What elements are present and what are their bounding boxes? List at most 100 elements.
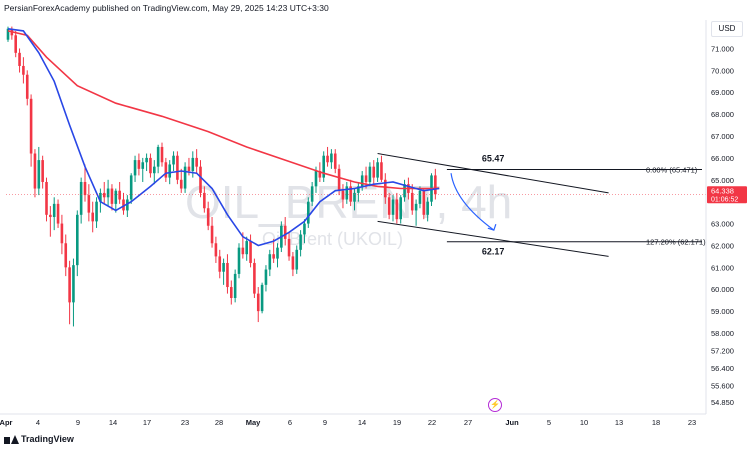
candle-body	[33, 153, 37, 189]
candle-body	[114, 190, 118, 204]
candle-body	[164, 162, 168, 178]
candle-body	[241, 247, 245, 255]
candle-body	[168, 164, 171, 178]
candle-body	[380, 162, 383, 180]
candle-body	[176, 155, 179, 180]
candles-layer	[6, 26, 437, 327]
countdown-label: 01:06:52	[711, 196, 738, 203]
candle-body	[102, 192, 106, 198]
candle-body	[126, 199, 129, 211]
time-tick-label: 27	[464, 418, 472, 427]
time-tick-label: 22	[428, 418, 436, 427]
candle-body	[330, 153, 333, 163]
price-tick-label: 63.000	[711, 220, 734, 229]
price-tick-label: 58.000	[711, 329, 734, 338]
candle-body	[357, 186, 360, 193]
candle-body	[264, 269, 268, 285]
candle-body	[203, 192, 206, 209]
candle-body	[276, 247, 279, 259]
currency-label[interactable]: USD	[711, 21, 743, 37]
candle-body	[303, 223, 306, 235]
candle-body	[137, 160, 141, 169]
candle-body	[110, 188, 114, 204]
candle-body	[99, 192, 102, 202]
candle-body	[153, 166, 156, 174]
publish-header: PersianForexAcademy published on Trading…	[4, 3, 329, 13]
candle-body	[156, 146, 160, 167]
tradingview-footer[interactable]: TradingView	[4, 434, 74, 444]
ma-fast-line	[7, 28, 440, 247]
candle-body	[183, 166, 187, 189]
candle-body	[387, 197, 391, 215]
candle-body	[29, 98, 33, 154]
price-tick-label: 67.000	[711, 132, 734, 141]
candle-body	[299, 234, 302, 250]
candle-body	[191, 157, 195, 172]
price-tick-label: 57.200	[711, 347, 734, 356]
candle-body	[395, 199, 399, 220]
candle-body	[87, 195, 91, 213]
time-tick-label: 5	[547, 418, 551, 427]
price-tick-label: 68.000	[711, 110, 734, 119]
candle-body	[291, 256, 295, 270]
candle-body	[414, 203, 418, 211]
price-tick-label: 66.000	[711, 154, 734, 163]
last-price-badge	[707, 186, 747, 204]
candle-body	[418, 190, 422, 204]
price-annotation-label: 62.17	[482, 247, 505, 257]
candle-body	[199, 166, 202, 193]
drawings-layer[interactable]: 0.00% (65.471) 127.20% (62.171) 65.47 62.17	[6, 153, 706, 257]
candle-body	[233, 273, 237, 298]
moving-averages-layer	[7, 28, 440, 247]
candle-body	[391, 199, 395, 215]
candle-body	[422, 190, 426, 215]
price-axis[interactable]: 72.00071.00070.00069.00068.00067.00066.0…	[705, 20, 747, 414]
lightning-icon[interactable]: ⚡	[488, 398, 502, 412]
price-tick-label: 60.000	[711, 285, 734, 294]
candle-body	[226, 262, 229, 288]
candle-body	[333, 153, 337, 169]
time-tick-label: 13	[615, 418, 623, 427]
candle-body	[410, 192, 414, 211]
time-tick-label: 14	[109, 418, 117, 427]
candle-body	[253, 262, 256, 294]
time-tick-label: 28	[215, 418, 223, 427]
candle-body	[45, 181, 48, 215]
candle-body	[106, 188, 110, 198]
price-tick-label: 56.400	[711, 364, 734, 373]
candle-body	[195, 157, 198, 167]
candle-body	[287, 238, 291, 257]
candle-body	[141, 162, 145, 169]
candle-body	[83, 181, 87, 196]
candle-body	[72, 265, 75, 303]
time-axis[interactable]: Apr 4 9 14 17 23 28 May 6 9 14 19 22 27 Jun 5 10 13 18 23	[0, 413, 706, 427]
fib-level-label: 0.00% (65.471)	[646, 165, 698, 174]
candle-body	[210, 225, 214, 244]
candle-body	[18, 52, 21, 66]
candle-body	[218, 256, 222, 272]
last-price-label: 64.338	[711, 186, 734, 195]
candle-body	[37, 160, 41, 189]
time-tick-label: 4	[36, 418, 40, 427]
price-tick-label: 62.000	[711, 241, 734, 250]
candle-body	[41, 160, 44, 182]
candle-body	[160, 146, 164, 163]
price-tick-label: 55.600	[711, 382, 734, 391]
candle-body	[222, 262, 225, 272]
time-tick-label: Jun	[505, 418, 519, 427]
candle-body	[25, 74, 29, 99]
candle-body	[353, 192, 356, 202]
candle-body	[49, 214, 52, 217]
price-tick-label: 59.000	[711, 307, 734, 316]
candle-body	[364, 175, 368, 182]
candle-body	[172, 155, 175, 165]
candle-body	[295, 249, 299, 270]
candle-body	[179, 179, 183, 189]
candle-body	[283, 225, 287, 239]
candle-body	[91, 212, 94, 222]
candle-body	[360, 175, 364, 187]
candle-body	[337, 168, 341, 191]
candle-body	[245, 241, 248, 255]
candle-body	[118, 190, 121, 200]
